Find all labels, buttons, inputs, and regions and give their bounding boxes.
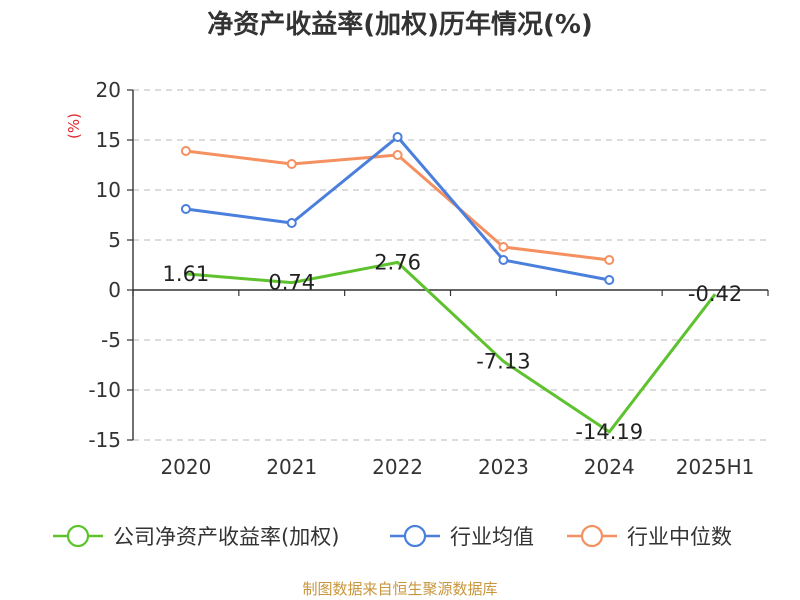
x-tick-label: 2022	[372, 455, 423, 479]
data-point	[180, 204, 191, 214]
legend-marker	[403, 524, 427, 548]
chart-title: 净资产收益率(加权)历年情况(%)	[207, 9, 593, 40]
data-labels: 1.61 0.74 2.76 -7.13 -14.19 -0.42	[163, 250, 743, 444]
data-label: 1.61	[163, 262, 210, 286]
data-label: -14.19	[575, 420, 643, 444]
series-line	[185, 149, 610, 262]
y-tick-label: 15	[96, 128, 121, 152]
data-label: -7.13	[476, 349, 530, 373]
legend-item: 行业均值	[390, 524, 534, 549]
data-point	[498, 242, 509, 252]
legend-item: 行业中位数	[567, 524, 732, 549]
x-tick-label: 2024	[584, 455, 635, 479]
data-source-note: 制图数据来自恒生聚源数据库	[302, 580, 497, 598]
data-point	[180, 146, 191, 156]
legend-label: 公司净资产收益率(加权)	[113, 525, 339, 549]
y-tick-label: -15	[88, 428, 121, 452]
data-point	[604, 275, 615, 285]
legend-item: 公司净资产收益率(加权)	[53, 524, 339, 549]
data-point	[498, 255, 509, 265]
legend: 公司净资产收益率(加权) 行业均值 行业中位数	[53, 524, 732, 549]
series-line	[185, 260, 717, 434]
legend-marker	[580, 524, 604, 548]
axes: 20 15 10 5 0 -5 -10 -15 2020 2021 2022 2023 2024 2025…	[88, 78, 769, 479]
y-tick-label: 10	[96, 178, 121, 202]
data-label: 2.76	[374, 250, 421, 274]
y-tick-label: 0	[108, 278, 121, 302]
y-tick-label: -10	[88, 378, 121, 402]
y-tick-label: 5	[108, 228, 121, 252]
x-tick-label: 2023	[478, 455, 529, 479]
y-tick-label: -5	[101, 328, 121, 352]
data-point	[286, 218, 297, 228]
x-tick-label: 2021	[266, 455, 317, 479]
legend-label: 行业中位数	[627, 525, 732, 549]
y-axis-unit-label: (%)	[65, 113, 83, 139]
data-point	[604, 255, 615, 265]
y-tick-label: 20	[96, 78, 121, 102]
data-point	[392, 150, 403, 160]
legend-marker	[66, 524, 90, 548]
x-tick-label: 2020	[160, 455, 211, 479]
series-lines	[180, 132, 717, 434]
data-point	[286, 159, 297, 169]
data-label: 0.74	[268, 271, 315, 295]
grid-lines	[133, 89, 768, 441]
data-label: -0.42	[688, 282, 742, 306]
x-tick-label: 2025H1	[676, 455, 755, 479]
data-point	[392, 132, 403, 142]
legend-label: 行业均值	[450, 525, 534, 549]
